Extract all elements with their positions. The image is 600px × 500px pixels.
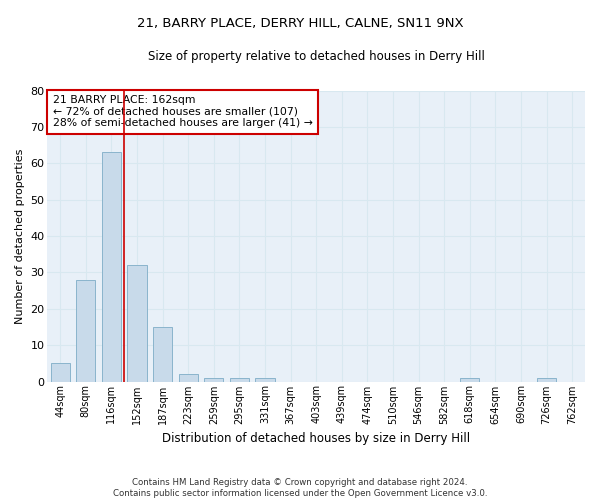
Bar xyxy=(153,327,172,382)
Bar xyxy=(460,378,479,382)
Bar xyxy=(256,378,275,382)
Bar xyxy=(179,374,198,382)
Bar xyxy=(50,364,70,382)
X-axis label: Distribution of detached houses by size in Derry Hill: Distribution of detached houses by size … xyxy=(162,432,470,445)
Text: Contains HM Land Registry data © Crown copyright and database right 2024.
Contai: Contains HM Land Registry data © Crown c… xyxy=(113,478,487,498)
Bar xyxy=(102,152,121,382)
Bar xyxy=(127,265,146,382)
Bar xyxy=(76,280,95,382)
Bar xyxy=(204,378,223,382)
Y-axis label: Number of detached properties: Number of detached properties xyxy=(15,148,25,324)
Text: 21, BARRY PLACE, DERRY HILL, CALNE, SN11 9NX: 21, BARRY PLACE, DERRY HILL, CALNE, SN11… xyxy=(137,18,463,30)
Bar xyxy=(230,378,249,382)
Bar xyxy=(537,378,556,382)
Text: 21 BARRY PLACE: 162sqm
← 72% of detached houses are smaller (107)
28% of semi-de: 21 BARRY PLACE: 162sqm ← 72% of detached… xyxy=(53,95,313,128)
Title: Size of property relative to detached houses in Derry Hill: Size of property relative to detached ho… xyxy=(148,50,485,63)
